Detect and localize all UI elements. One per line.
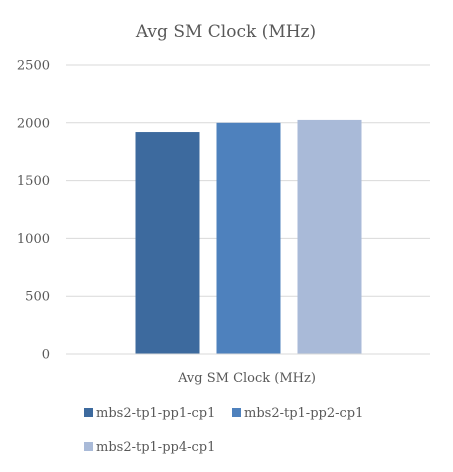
y-tick-label: 1000 <box>17 232 50 247</box>
x-axis-category-label: Avg SM Clock (MHz) <box>177 371 316 386</box>
y-tick-label: 500 <box>25 290 50 305</box>
legend: mbs2-tp1-pp1-cp1 mbs2-tp1-pp2-cp1 mbs2-tp1… <box>84 406 363 455</box>
legend-label: mbs2-tp1-pp1-cp1 <box>96 406 215 421</box>
y-tick-label: 1500 <box>17 174 50 189</box>
legend-swatch <box>84 408 93 417</box>
bar-mbs2-tp1-pp2-cp1 <box>216 122 281 354</box>
y-axis-tick-labels: 0 500 1000 1500 2000 2500 <box>17 59 50 363</box>
legend-swatch <box>232 408 241 417</box>
y-tick-label: 2000 <box>17 116 50 131</box>
legend-label: mbs2-tp1-pp4-cp1 <box>96 440 215 455</box>
bars <box>135 119 362 354</box>
bar-mbs2-tp1-pp4-cp1 <box>297 119 362 354</box>
y-tick-label: 2500 <box>17 59 50 74</box>
y-tick-label: 0 <box>42 348 50 363</box>
bar-mbs2-tp1-pp1-cp1 <box>135 132 200 354</box>
chart-title: Avg SM Clock (MHz) <box>135 22 316 42</box>
legend-label: mbs2-tp1-pp2-cp1 <box>244 406 363 421</box>
legend-swatch <box>84 442 93 451</box>
